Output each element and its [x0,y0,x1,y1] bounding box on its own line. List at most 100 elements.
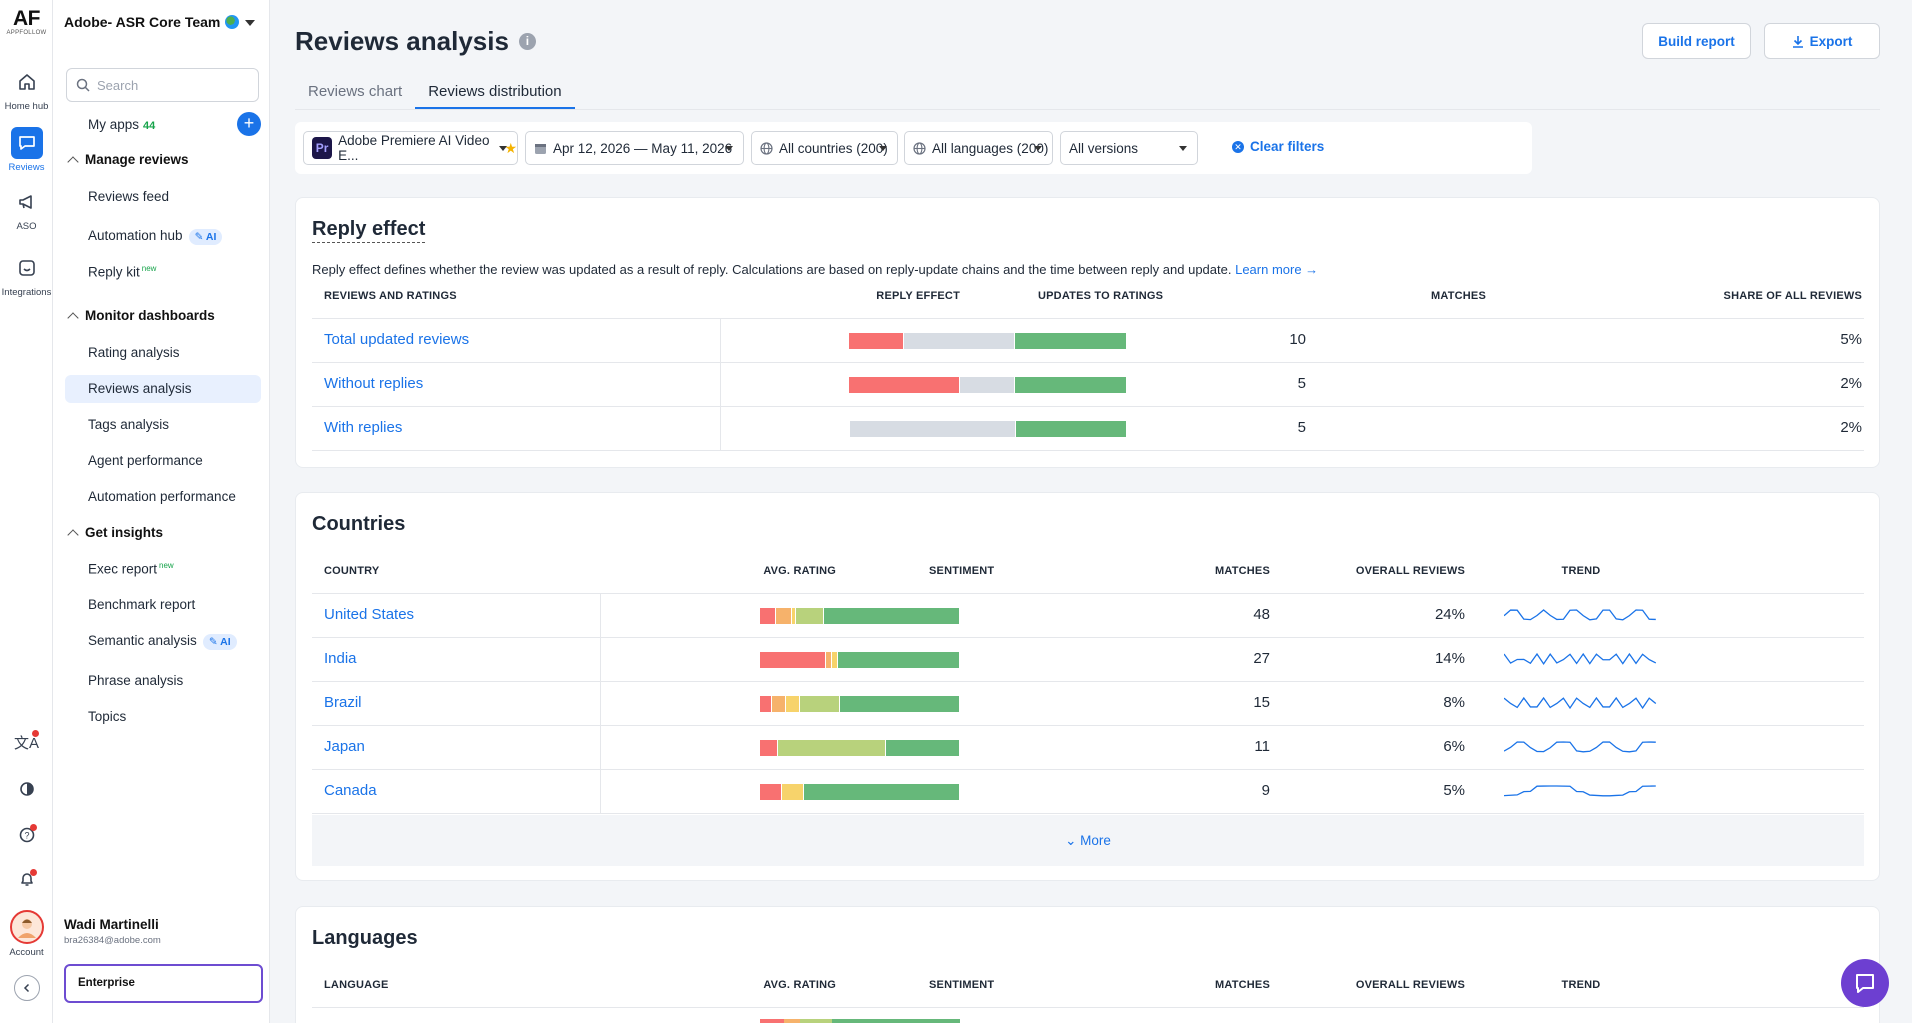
nav-topics[interactable]: Topics [88,709,127,724]
matches-value: 11 [1254,738,1270,755]
row-label[interactable]: Total updated reviews [324,331,470,348]
nav-agent-performance[interactable]: Agent performance [88,453,203,468]
filter-bar: Pr Adobe Premiere AI Video E... ★ Apr 12… [295,122,1532,174]
country-name[interactable]: Japan [324,738,365,755]
overall-reviews-value: 5% [1443,782,1465,799]
nav-reviews-analysis[interactable]: Reviews analysis [65,375,261,403]
versions-filter[interactable]: All versions [1060,131,1198,165]
add-app-button[interactable]: + [237,112,261,136]
reply-effect-title[interactable]: Reply effect [312,218,426,243]
divider [720,319,721,451]
info-icon[interactable]: i [518,33,536,50]
country-name[interactable]: India [324,650,357,667]
col-matches: Matches [1215,979,1270,991]
col-matches: Matches [1431,290,1486,302]
matches-value: 5 [1297,375,1306,392]
theme-icon[interactable] [0,776,53,802]
user-info[interactable]: Wadi Martinelli bra26384@adobe.com [64,917,161,946]
scrollbar[interactable] [1900,0,1912,1023]
search-input[interactable]: Search [66,68,259,102]
trend-sparkline [1504,652,1657,665]
chevron-down-icon[interactable] [245,20,255,26]
col-matches: Matches [1215,565,1270,577]
divider [312,681,1864,682]
col-sentiment: Sentiment [929,979,995,991]
divider [312,318,1864,319]
overall-reviews-value: 24% [1434,606,1465,623]
help-icon[interactable]: ? [0,822,53,848]
tab-reviews-distribution[interactable]: Reviews distribution [415,83,575,109]
nav-semantic-analysis[interactable]: Semantic analysis ✎ AI [88,633,237,650]
notification-dot [30,869,37,876]
globe-icon [913,141,926,155]
row-label[interactable]: Without replies [324,375,424,392]
ai-badge: ✎ AI [188,229,223,245]
divider [312,769,1864,770]
chevron-down-icon [499,146,507,151]
more-button[interactable]: ⌄ More [312,815,1864,866]
close-circle-icon: ✕ [1232,140,1244,153]
build-report-button[interactable]: Build report [1642,23,1751,59]
share-value: 2% [1840,375,1862,392]
chat-icon [1856,974,1874,993]
chevron-down-icon [725,146,733,151]
matches-value: 27 [1253,650,1270,667]
nav-rating-analysis[interactable]: Rating analysis [88,345,180,360]
notification-dot [30,824,37,831]
clear-filters-button[interactable]: ✕ Clear filters [1232,139,1324,154]
trend-sparkline [1504,785,1656,797]
star-icon: ★ [504,139,517,156]
collapse-sidebar-button[interactable] [0,975,53,1001]
nav-exec-report[interactable]: Exec report new [88,561,174,577]
rail-account[interactable]: Account [0,910,53,958]
row-label[interactable]: With replies [324,419,403,436]
nav-benchmark-report[interactable]: Benchmark report [88,597,196,612]
country-name[interactable]: United States [324,606,415,623]
sentiment-bar [760,696,960,712]
sentiment-bar [760,1019,960,1023]
col-sentiment: Sentiment [929,565,995,577]
chevron-down-icon [1034,146,1042,151]
megaphone-icon [11,186,43,218]
sentiment-bar [760,784,960,800]
translate-icon[interactable]: 文A [0,729,53,755]
chat-launcher-button[interactable] [1841,959,1889,1007]
nav-phrase-analysis[interactable]: Phrase analysis [88,673,184,688]
plan-selector[interactable]: Enterprise [64,964,263,1003]
country-name[interactable]: Brazil [324,694,362,711]
country-name[interactable]: Canada [324,782,377,799]
date-range-filter[interactable]: Apr 12, 2026 — May 11, 2026 [525,131,744,165]
sentiment-bar [760,740,960,756]
col-country: Country [324,565,380,577]
rail-home-hub[interactable]: Home hub [0,66,53,112]
chevron-up-icon [67,528,79,541]
nav-reply-kit[interactable]: Reply kit new [88,264,157,280]
countries-card: Countries Country Avg. rating Sentiment … [295,492,1880,881]
languages-filter[interactable]: All languages (200) [904,131,1053,165]
col-reviews-ratings: Reviews and ratings [324,290,457,302]
nav-automation-performance[interactable]: Automation performance [88,489,236,504]
app-filter[interactable]: Pr Adobe Premiere AI Video E... ★ [303,131,518,165]
appfollow-logo[interactable]: AF APPFOLLOW [6,7,47,37]
nav-automation-hub[interactable]: Automation hub ✎ AI [88,228,223,245]
nav-reviews-feed[interactable]: Reviews feed [88,189,170,204]
matches-value: 5 [1297,419,1306,436]
trend-sparkline [1504,609,1656,621]
avatar [9,910,44,944]
rail-integrations[interactable]: Integrations [0,252,53,298]
group-monitor-dashboards[interactable]: Monitor dashboards [67,308,215,324]
rail-reviews[interactable]: Reviews [0,127,53,173]
ai-badge: ✎ AI [202,634,237,650]
export-button[interactable]: Export [1764,23,1880,59]
learn-more-link[interactable]: Learn more → [1235,262,1319,277]
bell-icon[interactable] [0,866,53,892]
group-get-insights[interactable]: Get insights [67,525,163,541]
nav-tags-analysis[interactable]: Tags analysis [88,417,170,432]
chevron-left-icon [13,975,40,1001]
tab-reviews-chart[interactable]: Reviews chart [308,83,403,100]
team-selector[interactable]: Adobe- ASR Core Team [64,14,240,30]
nav-my-apps[interactable]: My apps 44 [88,117,156,132]
group-manage-reviews[interactable]: Manage reviews [67,152,189,168]
countries-filter[interactable]: All countries (200) [751,131,898,165]
rail-aso[interactable]: ASO [0,186,53,232]
